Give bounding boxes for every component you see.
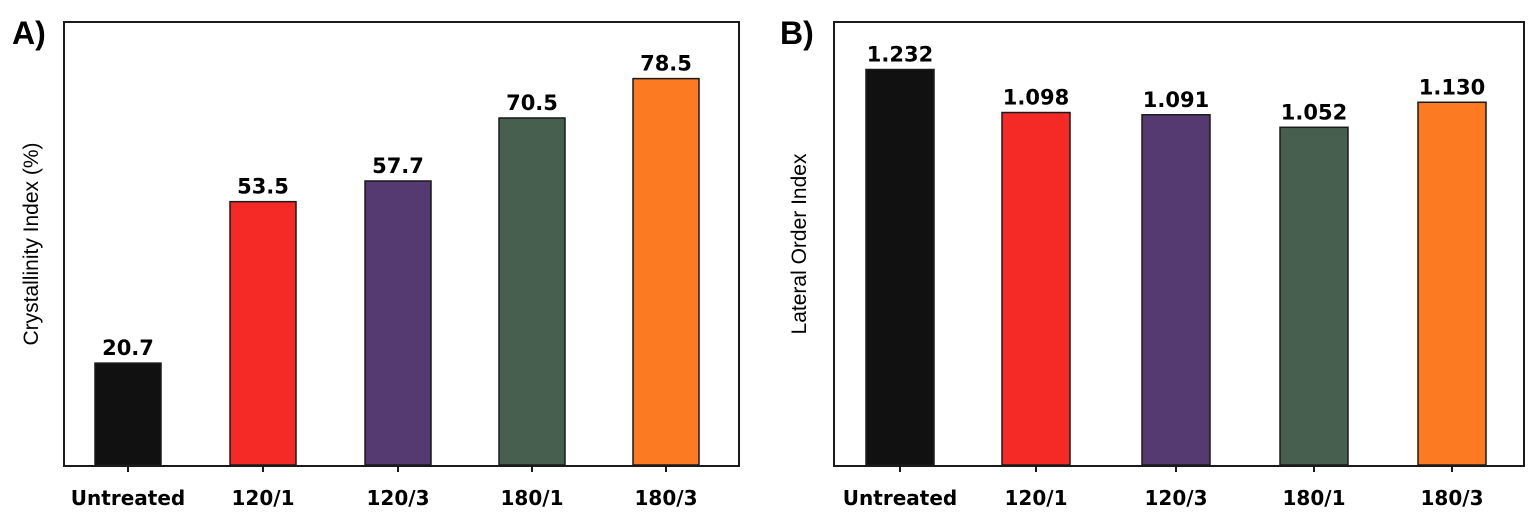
x-tick-label-b-5: 180/3: [1421, 486, 1484, 510]
bar-a-4: [498, 117, 566, 466]
y-axis-label-b: Lateral Order Index: [788, 153, 811, 334]
chart-panel-a: A) Crystallinity Index (%) Untreated 20.7…: [12, 15, 740, 510]
x-tick-label-b-4: 180/1: [1283, 486, 1346, 510]
bar-a-1: [94, 362, 162, 466]
bar-b-3: [1141, 114, 1211, 466]
panel-label-b: B): [780, 15, 814, 51]
chart-panel-b: B) Lateral Order Index Untreated 1.232 120…: [780, 15, 1525, 510]
bar-b-5: [1417, 101, 1487, 466]
x-tick-label-a-1: Untreated: [71, 486, 185, 510]
data-label-b-5: 1.130: [1419, 75, 1485, 99]
x-tick-label-b-2: 120/1: [1005, 486, 1068, 510]
bar-b-2: [1001, 111, 1071, 466]
x-tick-label-a-4: 180/1: [501, 486, 564, 510]
data-label-b-1: 1.232: [867, 43, 933, 67]
x-tick-label-b-3: 120/3: [1145, 486, 1208, 510]
x-tick-label-a-3: 120/3: [367, 486, 430, 510]
data-label-b-3: 1.091: [1143, 88, 1209, 112]
bar-a-3: [364, 180, 432, 466]
bars-b: Untreated 1.232 120/1 1.098 120/3 1.091 180/1 1…: [843, 43, 1487, 510]
data-label-a-2: 53.5: [237, 175, 289, 199]
bars-a: Untreated 20.7 120/1 53.5 120/3 57.7 180/1 70.5…: [71, 52, 700, 510]
data-label-b-4: 1.052: [1281, 100, 1347, 124]
panel-label-a: A): [12, 15, 46, 51]
data-label-a-4: 70.5: [506, 91, 558, 115]
bar-b-1: [865, 68, 935, 466]
bar-a-2: [229, 200, 297, 466]
x-tick-label-a-2: 120/1: [232, 486, 295, 510]
x-tick-label-b-1: Untreated: [843, 486, 957, 510]
data-label-a-1: 20.7: [102, 336, 154, 360]
data-label-a-5: 78.5: [640, 52, 692, 76]
bar-b-4: [1279, 126, 1349, 466]
y-axis-label-a: Crystallinity Index (%): [20, 142, 43, 345]
x-tick-label-a-5: 180/3: [635, 486, 698, 510]
data-label-b-2: 1.098: [1003, 86, 1069, 110]
bar-a-5: [632, 77, 700, 466]
data-label-a-3: 57.7: [372, 154, 424, 178]
